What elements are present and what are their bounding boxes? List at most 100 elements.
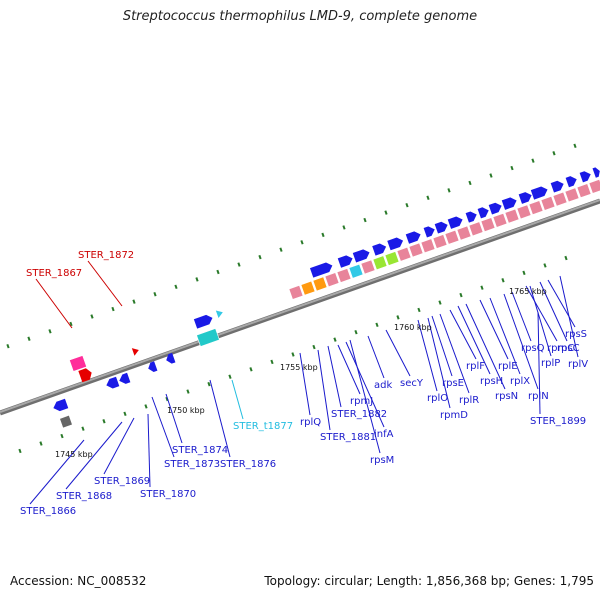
leader-line	[547, 279, 576, 328]
tick-mark	[468, 180, 472, 186]
leader-line	[349, 339, 381, 454]
gene-box	[432, 234, 448, 249]
genome-backbone	[0, 198, 600, 416]
gene-box	[408, 242, 424, 258]
gene-label: rpmD	[440, 410, 468, 421]
gene-box	[300, 280, 316, 296]
leader-line	[537, 311, 541, 415]
scale-labels: 1745 kbp 1750 kbp 1755 kbp 1760 kbp 1765 kbp	[55, 287, 547, 459]
tick-mark	[291, 352, 295, 357]
gene-label: STER_1874	[172, 445, 228, 456]
tick-mark	[69, 321, 73, 327]
gene-arrow	[530, 186, 548, 200]
tick-mark	[228, 374, 232, 379]
tick-mark	[186, 389, 190, 394]
scale-label: 1745 kbp	[55, 450, 93, 459]
gene-arrow	[215, 310, 223, 319]
gene-arrow	[518, 192, 532, 204]
tick-mark	[27, 336, 31, 341]
gene-box	[59, 414, 73, 429]
gene-box	[504, 208, 520, 224]
leader-line	[327, 345, 342, 408]
gene-box	[588, 179, 600, 194]
scale-label: 1765 kbp	[509, 287, 547, 296]
gene-arrow	[119, 372, 131, 384]
accession-text: Accession: NC_008532	[10, 574, 147, 588]
gene-arrow	[579, 171, 591, 183]
leader-line	[209, 379, 231, 458]
tick-mark	[270, 359, 274, 365]
gene-arrow	[477, 207, 489, 219]
tick-mark	[447, 188, 451, 193]
leader-line	[449, 309, 477, 360]
tick-mark	[48, 329, 52, 334]
leader-line	[65, 421, 123, 490]
gene-label: rplO	[427, 393, 448, 404]
gene-label: STER_1866	[20, 506, 76, 517]
tick-mark	[60, 433, 64, 439]
tick-mark	[249, 367, 253, 372]
gene-arrow	[193, 314, 213, 329]
leader-line	[431, 315, 453, 377]
gene-label: STER_1881	[320, 432, 376, 443]
gene-label: infA	[374, 429, 394, 440]
gene-label: STER_1868	[56, 491, 112, 502]
leader-line	[299, 352, 311, 416]
tick-mark	[489, 173, 493, 178]
scale-label: 1755 kbp	[280, 363, 318, 372]
tick-mark	[207, 381, 211, 387]
leader-line	[503, 293, 539, 390]
gene-arrow	[465, 211, 477, 223]
tick-mark	[417, 307, 421, 313]
gene-label: rplE	[498, 361, 518, 372]
gene-arrow	[488, 202, 502, 215]
tick-mark	[39, 441, 43, 446]
gene-arrow	[337, 255, 353, 268]
tick-mark	[480, 285, 484, 290]
tick-mark	[510, 165, 514, 171]
leader-line	[439, 313, 470, 394]
gene-arrow	[592, 167, 600, 178]
gene-label: rpsE	[442, 378, 464, 389]
gene-box	[540, 195, 556, 211]
tick-mark	[564, 255, 568, 261]
gene-label: STER_t1877	[233, 421, 293, 432]
leader-line	[479, 299, 509, 360]
leader-line	[367, 335, 385, 379]
gene-label: rpsM	[370, 455, 394, 466]
gene-box	[348, 263, 364, 279]
gene-label: rpmJ	[350, 396, 373, 407]
tick-mark	[258, 254, 262, 260]
gene-label: secY	[400, 378, 424, 389]
gene-label: adk	[374, 380, 392, 391]
gene-arrow	[501, 197, 517, 210]
gene-arrow	[447, 216, 463, 229]
gene-arrow	[309, 262, 333, 278]
tick-mark	[405, 202, 409, 208]
tick-mark	[123, 411, 127, 417]
tick-mark	[363, 217, 367, 223]
tick-mark	[279, 247, 283, 252]
gene-label: rpsN	[495, 391, 518, 402]
gene-box	[468, 221, 484, 237]
leader-line	[427, 317, 451, 409]
tick-mark	[375, 322, 379, 328]
map-title: Streptococcus thermophilus LMD-9, comple…	[122, 9, 478, 24]
tick-mark	[102, 419, 106, 424]
gene-label: STER_1870	[140, 489, 196, 500]
tick-mark	[132, 299, 136, 304]
gene-box	[396, 246, 412, 262]
gene-arrow	[148, 361, 158, 373]
gene-arrow	[106, 376, 120, 389]
gene-box	[420, 238, 436, 254]
leader-line	[165, 393, 183, 444]
leader-line	[529, 285, 552, 357]
gene-box	[528, 200, 544, 216]
leader-line	[417, 319, 438, 392]
gene-arrow	[387, 237, 404, 251]
topology-text: Topology: circular; Length: 1,856,368 bp…	[264, 574, 594, 588]
gene-box	[492, 212, 508, 228]
leader-line	[317, 349, 331, 431]
gene-arrow	[372, 243, 387, 256]
